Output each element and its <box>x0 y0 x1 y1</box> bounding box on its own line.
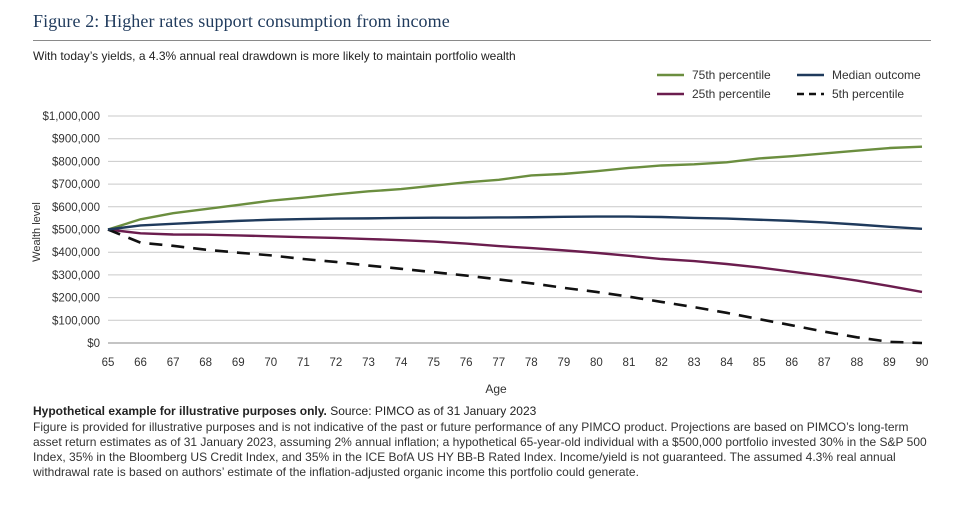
x-tick-label: 86 <box>785 357 798 369</box>
x-tick-label: 89 <box>883 357 896 369</box>
x-tick-label: 81 <box>623 357 636 369</box>
x-tick-label: 88 <box>850 357 863 369</box>
y-tick-label: $600,000 <box>52 202 100 214</box>
y-tick-label: $900,000 <box>52 134 100 146</box>
x-tick-label: 79 <box>557 357 570 369</box>
y-tick-label: $700,000 <box>52 179 100 191</box>
figure-subtitle: With today’s yields, a 4.3% annual real … <box>33 49 516 63</box>
x-tick-label: 70 <box>264 357 277 369</box>
x-tick-label: 85 <box>753 357 766 369</box>
y-tick-label: $400,000 <box>52 247 100 259</box>
x-tick-label: 80 <box>590 357 603 369</box>
y-tick-label: $100,000 <box>52 315 100 327</box>
x-tick-label: 78 <box>525 357 538 369</box>
series-line-median-outcome <box>107 215 923 231</box>
x-tick-label: 90 <box>916 357 929 369</box>
series-line-25th-percentile <box>107 228 923 294</box>
x-axis-label: Age <box>485 382 507 396</box>
legend-label: Median outcome <box>832 68 921 82</box>
x-tick-label: 72 <box>330 357 343 369</box>
series-line-75th-percentile <box>107 145 923 231</box>
y-tick-label: $500,000 <box>52 225 100 237</box>
legend-label: 75th percentile <box>692 68 771 82</box>
x-tick-label: 65 <box>102 357 115 369</box>
x-tick-label: 83 <box>688 357 701 369</box>
y-tick-label: $200,000 <box>52 293 100 305</box>
gridlines <box>108 115 922 344</box>
line-chart: $0 $100,000 $200,000 $300,000 $400,000 $500,0… <box>31 68 929 396</box>
x-tick-labels: 65 66 67 68 69 70 71 72 73 74 75 76 77 78 79 80 81 82 83 84… <box>102 357 929 369</box>
y-tick-label: $0 <box>87 338 100 350</box>
legend-label: 25th percentile <box>692 87 771 101</box>
hypothetical-notice: Hypothetical example for illustrative pu… <box>33 404 327 418</box>
y-tick-labels: $0 $100,000 $200,000 $300,000 $400,000 $500,0… <box>42 111 100 350</box>
series-line-5th-percentile <box>107 228 923 345</box>
x-tick-label: 68 <box>199 357 212 369</box>
x-tick-label: 73 <box>362 357 375 369</box>
y-tick-label: $800,000 <box>52 156 100 168</box>
y-tick-label: $1,000,000 <box>42 111 100 123</box>
y-axis-label: Wealth level <box>31 202 43 262</box>
x-tick-label: 67 <box>167 357 180 369</box>
x-tick-label: 71 <box>297 357 310 369</box>
x-tick-label: 74 <box>395 357 408 369</box>
disclaimer-line: Hypothetical example for illustrative pu… <box>33 404 536 418</box>
x-tick-label: 75 <box>427 357 440 369</box>
x-tick-label: 84 <box>720 357 733 369</box>
footnote-text: Figure is provided for illustrative purp… <box>33 420 927 479</box>
series-lines <box>107 145 923 345</box>
source-note: Source: PIMCO as of 31 January 2023 <box>326 404 537 418</box>
legend: 75th percentile 25th percentile Median out… <box>657 68 921 101</box>
x-tick-label: 66 <box>134 357 147 369</box>
legend-label: 5th percentile <box>832 87 904 101</box>
x-tick-label: 77 <box>492 357 505 369</box>
title-divider <box>33 40 931 41</box>
figure-title: Figure 2: Higher rates support consumpti… <box>33 11 450 31</box>
y-tick-label: $300,000 <box>52 270 100 282</box>
x-tick-label: 87 <box>818 357 831 369</box>
x-tick-label: 82 <box>655 357 668 369</box>
x-tick-label: 76 <box>460 357 473 369</box>
x-tick-label: 69 <box>232 357 245 369</box>
